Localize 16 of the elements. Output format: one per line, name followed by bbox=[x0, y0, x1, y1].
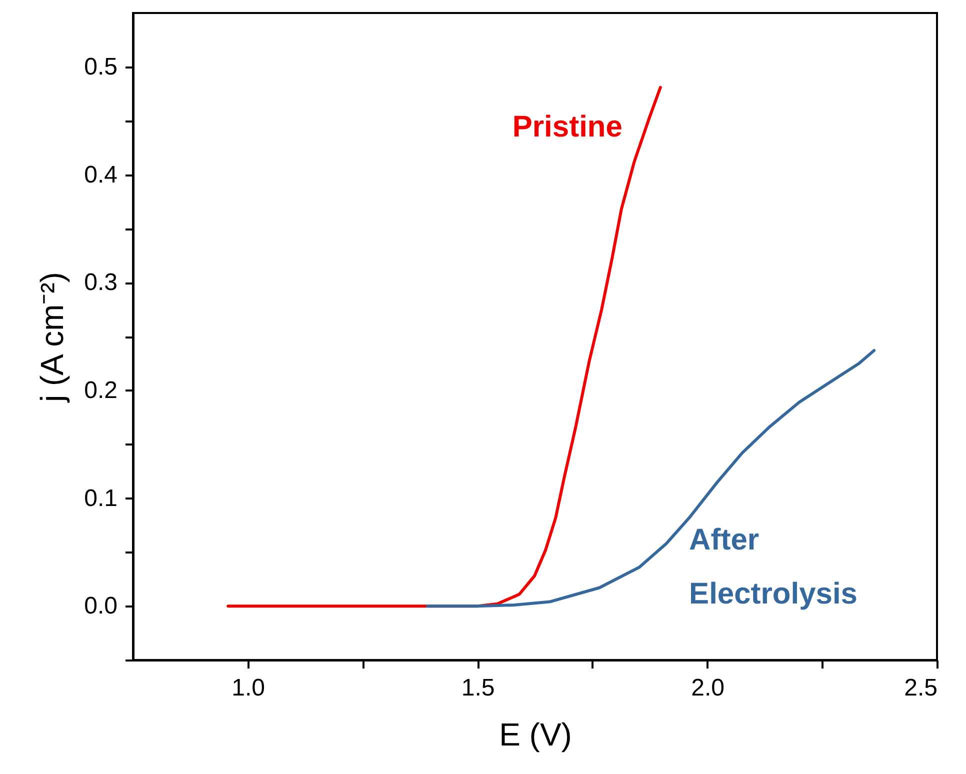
x-axis-title: E (V) bbox=[499, 716, 572, 752]
x-tick-label: 2.0 bbox=[691, 674, 724, 702]
x-tick-label: 2.5 bbox=[904, 674, 938, 702]
x-tick-label: 1.5 bbox=[461, 674, 495, 702]
line-series bbox=[426, 349, 876, 608]
y-tick-label: 0.1 bbox=[84, 484, 118, 512]
y-tick-label: 0.3 bbox=[84, 269, 118, 296]
y-axis-title: j (A cm⁻²) bbox=[34, 272, 70, 404]
y-tick-label: 0.0 bbox=[84, 592, 118, 620]
series-label: Pristine bbox=[512, 110, 622, 144]
x-tick-label: 1.0 bbox=[232, 674, 266, 702]
y-tick-label: 0.5 bbox=[84, 53, 118, 80]
line-series bbox=[226, 86, 662, 608]
y-tick-label: 0.2 bbox=[84, 376, 118, 404]
y-tick-label: 0.4 bbox=[84, 161, 118, 188]
series-label: After Electrolysis bbox=[689, 524, 858, 611]
